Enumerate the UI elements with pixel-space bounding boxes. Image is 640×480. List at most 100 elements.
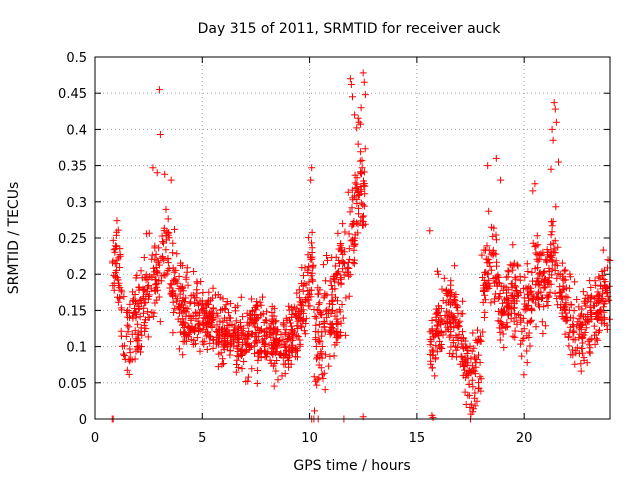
data-point-marker xyxy=(469,408,477,416)
data-point-marker xyxy=(349,93,356,101)
data-point-marker xyxy=(250,310,258,318)
data-point-marker xyxy=(202,309,210,317)
data-point-marker xyxy=(234,335,242,343)
data-point-marker xyxy=(526,318,534,326)
data-point-marker xyxy=(528,268,536,276)
x-tick-label: 10 xyxy=(301,431,318,446)
data-point-marker xyxy=(432,342,440,350)
data-point-marker xyxy=(480,276,488,284)
data-point-marker xyxy=(270,305,278,313)
data-point-marker xyxy=(268,349,276,357)
data-point-marker xyxy=(523,347,531,355)
data-point-marker xyxy=(117,327,125,335)
data-point-marker xyxy=(515,291,522,299)
data-point-marker xyxy=(450,314,458,322)
data-point-marker xyxy=(307,176,315,184)
data-point-marker xyxy=(485,284,493,292)
data-point-marker xyxy=(354,140,362,148)
data-point-marker xyxy=(348,186,356,194)
data-point-marker xyxy=(572,347,580,355)
data-point-marker xyxy=(253,380,261,387)
data-point-marker xyxy=(308,228,316,236)
data-point-marker xyxy=(433,330,441,337)
data-point-marker xyxy=(234,331,242,339)
data-point-marker xyxy=(271,326,279,334)
data-point-marker xyxy=(191,308,199,316)
data-point-marker xyxy=(255,327,263,334)
data-point-marker xyxy=(178,262,186,270)
data-point-marker xyxy=(123,366,131,374)
data-point-marker xyxy=(532,249,540,257)
data-point-marker xyxy=(194,317,202,325)
data-point-marker xyxy=(348,222,356,230)
data-point-marker xyxy=(124,328,132,336)
data-point-marker xyxy=(434,308,442,316)
data-point-marker xyxy=(527,304,535,312)
data-point-marker xyxy=(593,292,601,300)
data-point-marker xyxy=(554,243,562,251)
data-point-marker xyxy=(532,323,540,331)
data-point-marker xyxy=(217,349,225,357)
data-point-marker xyxy=(457,352,465,360)
data-point-marker xyxy=(511,273,519,281)
data-point-marker xyxy=(523,260,531,268)
data-point-marker xyxy=(334,229,342,237)
data-point-marker xyxy=(115,254,123,262)
data-point-marker xyxy=(271,339,279,347)
data-point-marker xyxy=(481,308,489,316)
data-point-marker xyxy=(193,334,201,342)
data-point-marker xyxy=(221,305,229,312)
data-point-marker xyxy=(456,317,464,325)
data-point-marker xyxy=(516,311,524,319)
data-point-marker xyxy=(357,183,365,190)
data-point-marker xyxy=(347,81,355,88)
data-point-marker xyxy=(342,331,350,339)
data-point-marker xyxy=(499,330,507,338)
data-point-marker xyxy=(545,280,553,288)
data-point-marker xyxy=(358,164,366,172)
data-point-marker xyxy=(345,245,353,253)
data-point-marker xyxy=(180,329,188,337)
data-point-marker xyxy=(533,255,541,263)
data-point-marker xyxy=(448,289,456,297)
data-point-marker xyxy=(359,69,367,77)
data-point-marker xyxy=(485,207,493,215)
data-point-marker xyxy=(511,293,519,300)
data-point-marker xyxy=(473,397,481,405)
data-point-marker xyxy=(535,251,543,258)
data-point-marker xyxy=(234,364,242,371)
data-point-marker xyxy=(180,298,188,306)
data-point-marker xyxy=(156,318,164,326)
data-point-marker xyxy=(508,262,516,270)
data-point-marker xyxy=(179,320,187,328)
data-point-marker xyxy=(561,330,569,338)
data-point-marker xyxy=(556,292,564,300)
data-point-marker xyxy=(324,256,331,264)
data-point-marker xyxy=(164,255,172,263)
data-point-marker xyxy=(155,244,163,252)
data-point-marker xyxy=(578,333,586,341)
data-point-marker xyxy=(188,322,196,330)
data-point-marker xyxy=(565,342,573,350)
data-point-marker xyxy=(157,254,165,262)
data-point-marker xyxy=(318,311,326,319)
data-point-marker xyxy=(447,277,455,285)
data-point-marker xyxy=(272,367,280,375)
data-point-marker xyxy=(567,301,575,309)
data-point-marker xyxy=(322,307,330,315)
data-point-marker xyxy=(561,303,569,311)
data-point-marker xyxy=(449,336,457,344)
y-tick-label: 0.15 xyxy=(58,304,87,319)
data-point-marker xyxy=(472,359,480,367)
data-point-marker xyxy=(187,315,195,323)
data-point-marker xyxy=(360,212,367,220)
x-tick-labels: 0 5 10 15 20 xyxy=(91,431,533,446)
data-point-marker xyxy=(511,282,519,290)
data-point-marker xyxy=(485,259,493,267)
data-point-marker xyxy=(140,254,148,261)
data-point-marker xyxy=(587,313,595,320)
data-point-marker xyxy=(599,246,607,254)
data-point-marker xyxy=(320,261,327,269)
data-point-marker xyxy=(173,250,181,258)
data-point-marker xyxy=(195,311,203,319)
